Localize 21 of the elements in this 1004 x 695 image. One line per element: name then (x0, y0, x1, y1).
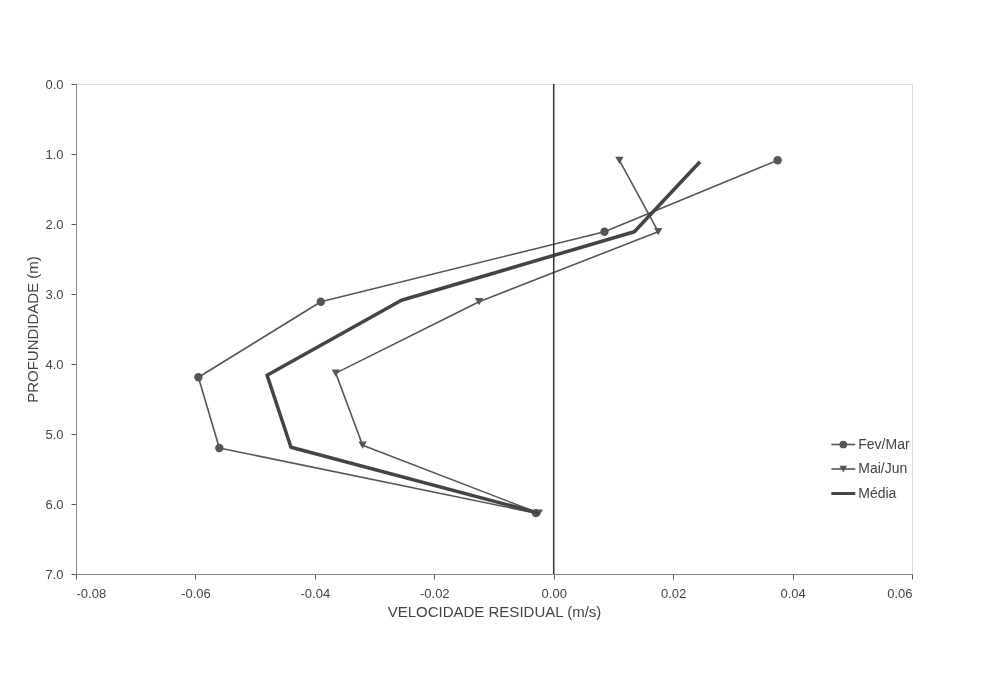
y-tick-label: 7.0 (45, 566, 64, 582)
x-tick-label: -0.08 (76, 585, 107, 601)
y-tick-label: 3.0 (45, 286, 64, 302)
x-tick-label: 0.04 (780, 585, 806, 601)
x-tick-label: 0.06 (887, 585, 913, 601)
legend-label: Média (858, 484, 897, 501)
x-tick-label: 0.02 (660, 585, 687, 601)
y-tick-label: 2.0 (45, 216, 64, 232)
y-tick-label: 5.0 (45, 426, 64, 442)
x-axis-title: VELOCIDADE RESIDUAL (m/s) (387, 602, 602, 620)
x-tick-label: -0.02 (419, 585, 450, 601)
legend-label: Fev/Mar (858, 435, 910, 452)
y-tick-label: 4.0 (45, 356, 64, 372)
y-tick-label: 1.0 (45, 146, 64, 162)
y-axis-title: PROFUNDIDADE (m) (24, 256, 42, 403)
legend-label: Mai/Jun (858, 460, 908, 476)
y-tick-label: 6.0 (45, 496, 64, 512)
y-tick-label: 0.0 (45, 76, 64, 92)
x-tick-label: -0.06 (181, 585, 211, 601)
x-tick-label: 0.00 (541, 585, 567, 601)
x-tick-label: -0.04 (300, 585, 331, 601)
